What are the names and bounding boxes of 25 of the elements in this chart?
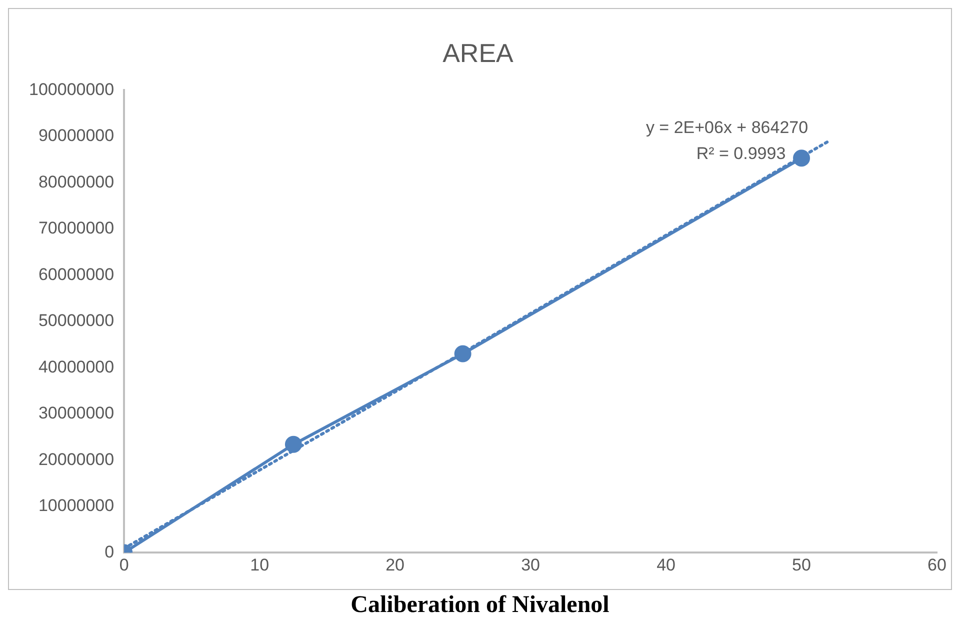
x-tick-label: 10	[250, 555, 270, 574]
y-tick-label: 100000000	[29, 80, 114, 99]
chart-title: AREA	[442, 38, 514, 68]
y-tick-label: 0	[104, 542, 114, 562]
x-tick-label: 30	[521, 555, 540, 574]
y-tick-label: 70000000	[38, 218, 114, 238]
annotation: R² = 0.9993	[696, 144, 786, 163]
y-tick-label: 40000000	[38, 357, 114, 376]
y-tick-label: 10000000	[38, 496, 114, 516]
annotation: y = 2E+06x + 864270	[646, 118, 808, 137]
x-tick-label: 50	[792, 555, 811, 574]
y-tick-label: 80000000	[38, 172, 114, 192]
point	[793, 150, 810, 167]
point	[454, 345, 472, 362]
y-tick-label: 30000000	[38, 404, 114, 423]
y-tick-label: 20000000	[38, 450, 114, 469]
y-tick-label: 60000000	[38, 264, 114, 284]
text: Caliberation of Nivalenol	[350, 592, 610, 619]
x-tick-label: 60	[928, 555, 946, 574]
x-tick-label: 20	[386, 555, 405, 574]
x-tick-label: 40	[656, 555, 676, 574]
y-tick-label: 90000000	[38, 126, 114, 146]
point	[284, 436, 302, 453]
x-tick-label: 0	[119, 555, 129, 574]
y-tick-label: 50000000	[38, 311, 114, 330]
